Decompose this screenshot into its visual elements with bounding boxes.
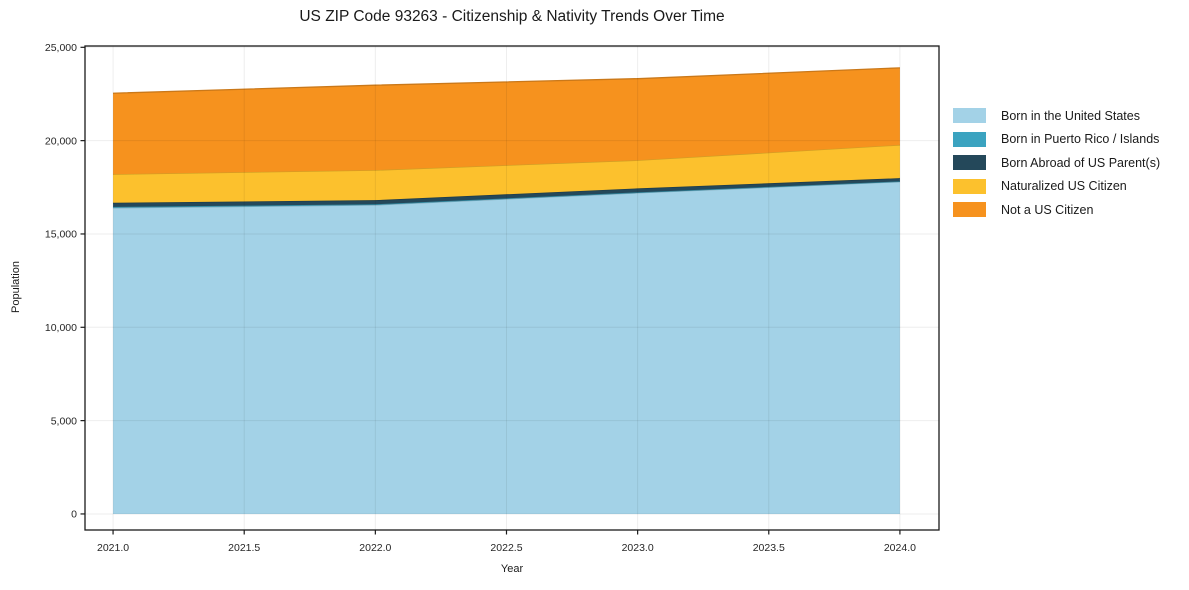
x-tick-label: 2023.0: [622, 542, 654, 554]
legend: Born in the United States Born in Puerto …: [953, 104, 1160, 222]
legend-swatch: [953, 178, 986, 194]
legend-item-born-abroad-of-us-parent-s-: Born Abroad of US Parent(s): [953, 151, 1160, 175]
y-tick-label: 0: [71, 509, 77, 521]
legend-label: Born in Puerto Rico / Islands: [1001, 132, 1160, 147]
legend-label: Born Abroad of US Parent(s): [1001, 155, 1161, 170]
x-tick-label: 2021.0: [97, 542, 129, 554]
legend-item-born-in-puerto-rico-islands: Born in Puerto Rico / Islands: [953, 128, 1160, 152]
x-tick-label: 2021.5: [228, 542, 260, 554]
chart-title: US ZIP Code 93263 - Citizenship & Nativi…: [299, 8, 725, 25]
legend-item-naturalized-us-citizen: Naturalized US Citizen: [953, 175, 1160, 199]
legend-swatch: [953, 131, 986, 147]
plot-border: [84, 45, 940, 531]
legend-label: Not a US Citizen: [1001, 202, 1094, 217]
x-tick-label: 2023.5: [753, 542, 785, 554]
area-born-abroad-of-us-parent-s-: [113, 178, 900, 207]
legend-item-not-a-us-citizen: Not a US Citizen: [953, 198, 1160, 222]
legend-swatch: [953, 202, 986, 218]
y-tick-label: 5,000: [51, 415, 77, 427]
y-tick-label: 25,000: [45, 42, 77, 54]
area-not-a-us-citizen: [113, 67, 900, 175]
y-axis-title: Population: [10, 261, 22, 313]
x-tick-label: 2022.5: [490, 542, 522, 554]
area-born-in-the-united-states: [113, 181, 900, 514]
legend-label: Born in the United States: [1001, 108, 1140, 123]
legend-label: Naturalized US Citizen: [1001, 179, 1127, 194]
x-axis-title: Year: [500, 563, 524, 575]
legend-item-born-in-the-united-states: Born in the United States: [953, 104, 1160, 128]
area-naturalized-us-citizen: [113, 144, 900, 203]
x-tick-label: 2022.0: [359, 542, 391, 554]
x-tick-label: 2024.0: [884, 542, 916, 554]
legend-swatch: [953, 108, 986, 124]
y-tick-label: 15,000: [45, 229, 77, 241]
area-edge-4: [113, 67, 900, 94]
y-tick-label: 10,000: [45, 322, 77, 334]
legend-swatch: [953, 155, 986, 171]
y-tick-label: 20,000: [45, 135, 77, 147]
